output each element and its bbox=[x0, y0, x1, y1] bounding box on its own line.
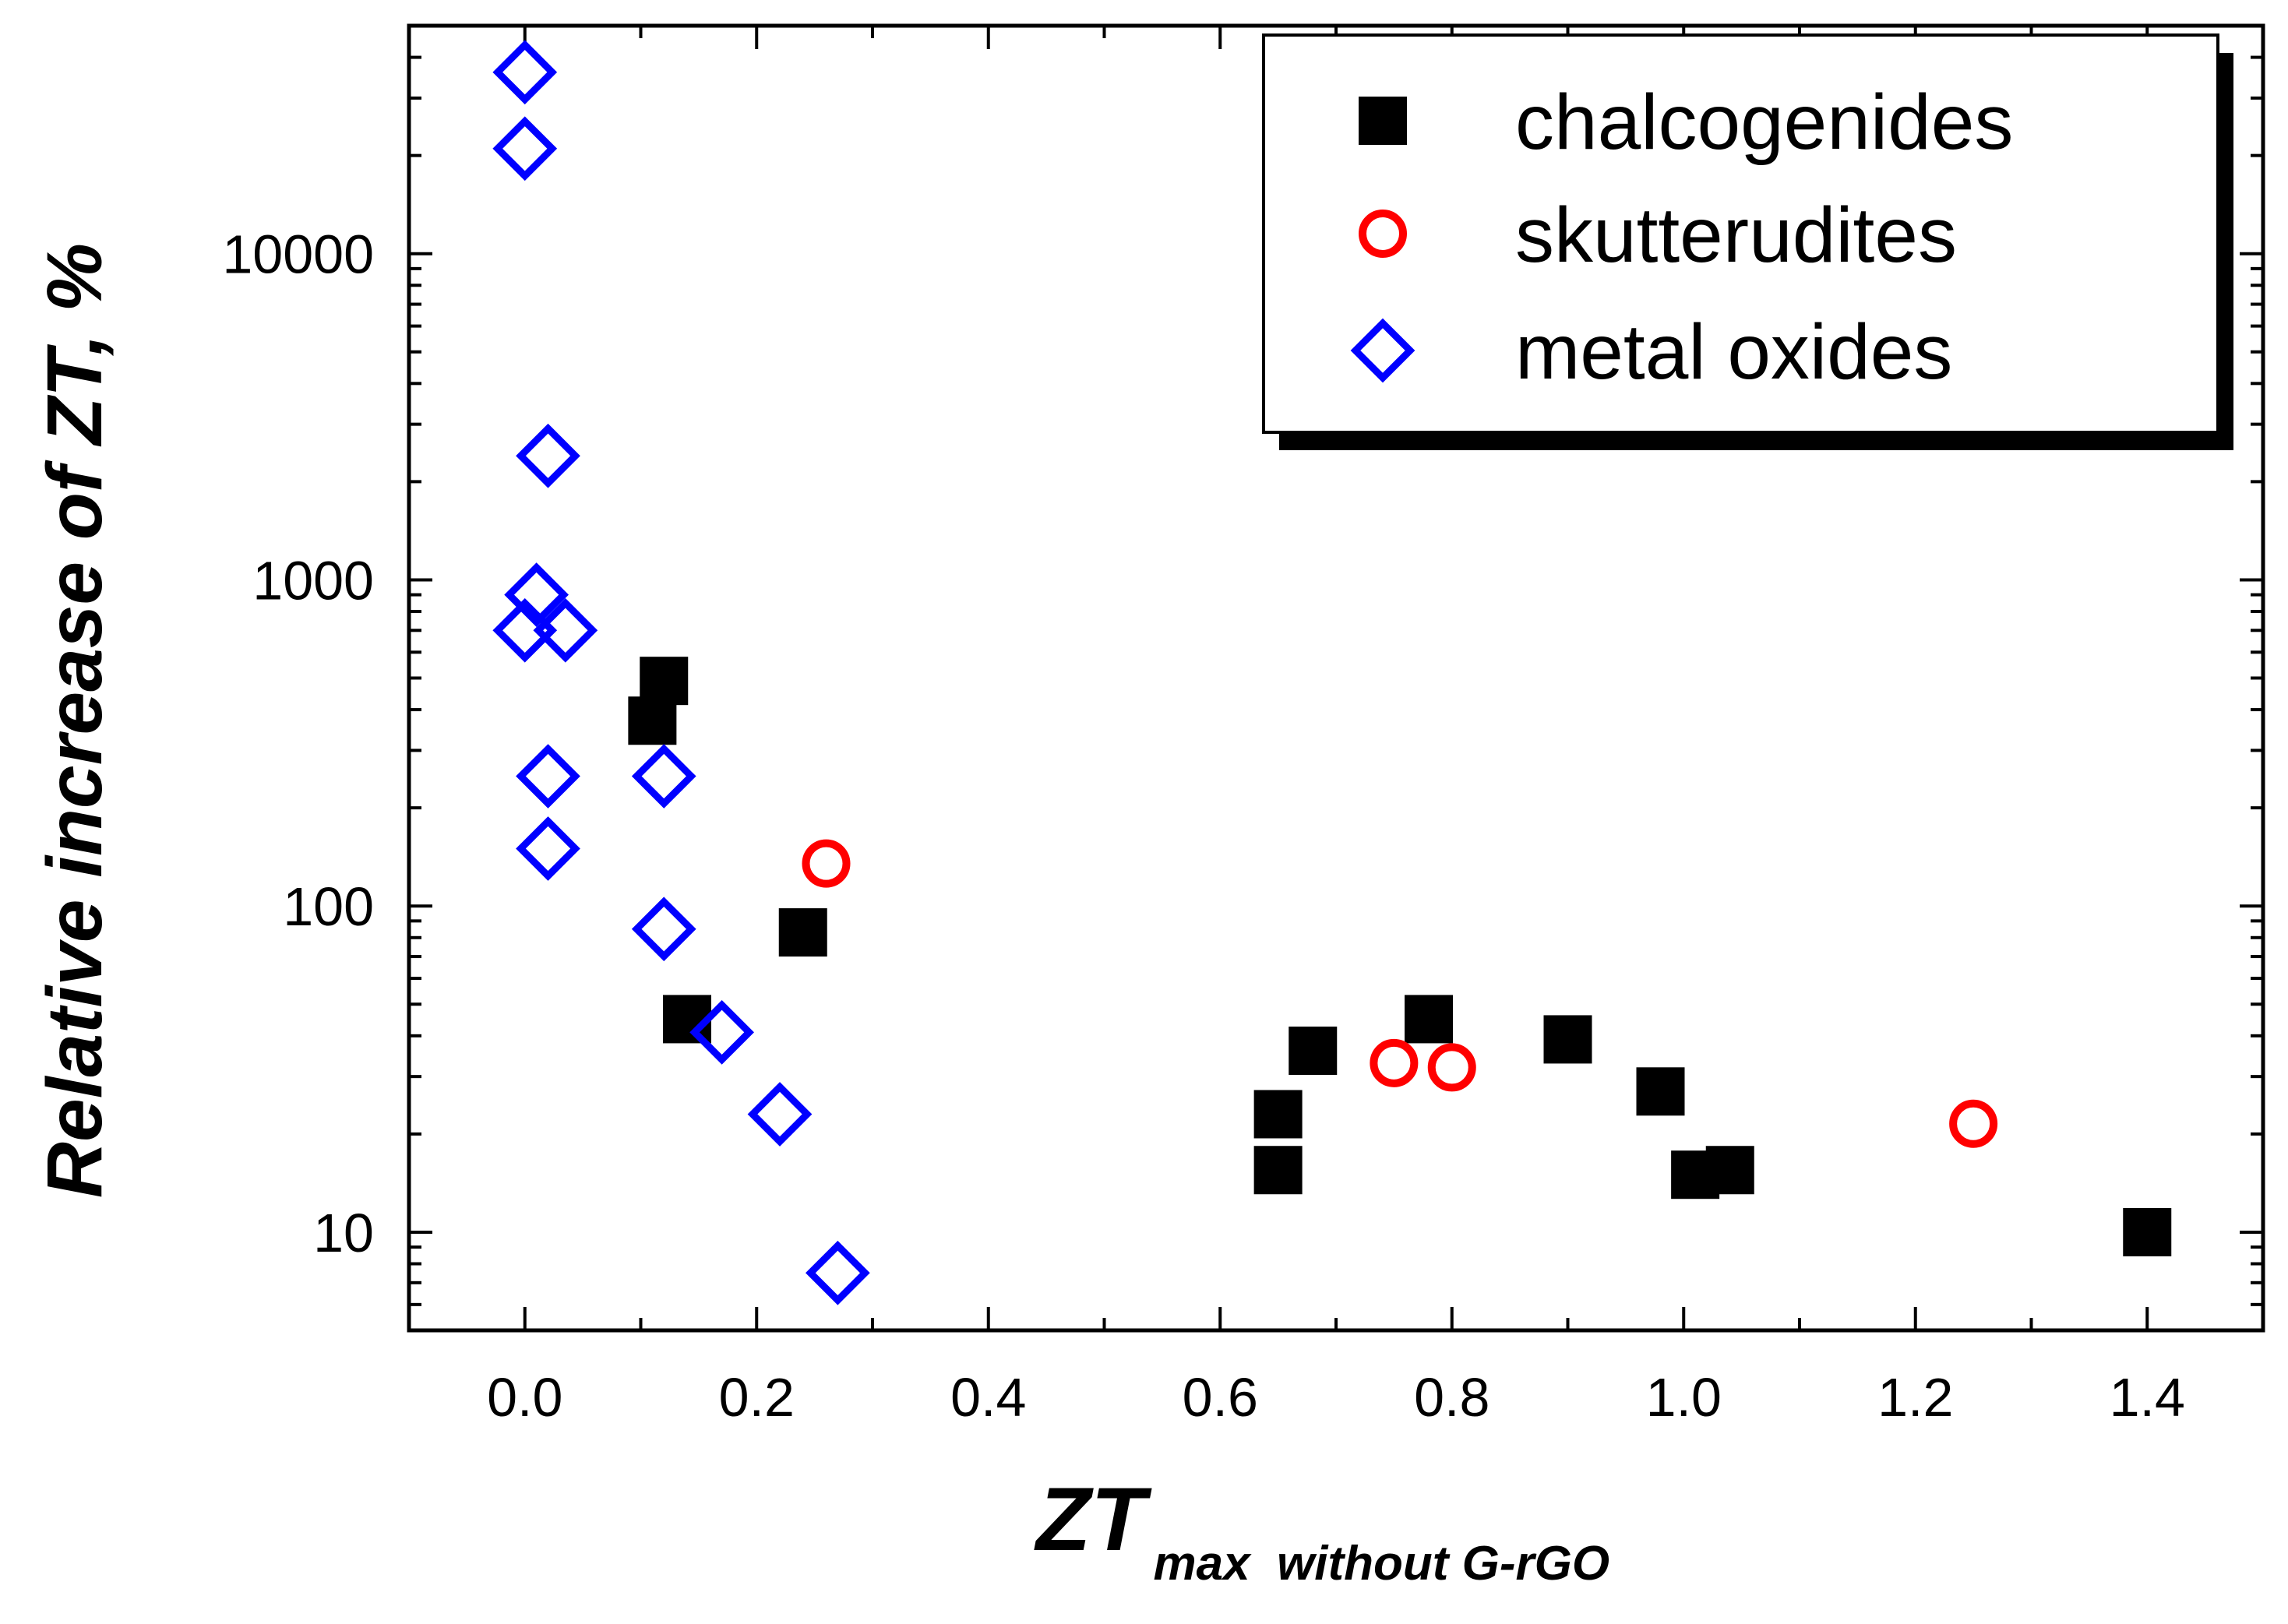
axis-tick-labels: 0.0 0.2 0.4 0.6 0.8 1.0 1.2 1.4 10 100 1000 10000 bbox=[222, 224, 2185, 1428]
legend-label-metal-oxides: metal oxides bbox=[1515, 308, 1952, 396]
metal-oxides-point bbox=[492, 116, 558, 181]
data-markers bbox=[492, 40, 2172, 1305]
metal-oxides-point bbox=[492, 40, 558, 105]
x-tick-label: 0.8 bbox=[1414, 1367, 1489, 1428]
chalcogenides-point bbox=[1705, 1146, 1754, 1195]
metal-oxides-point bbox=[747, 1082, 813, 1147]
metal-oxides-point bbox=[631, 897, 696, 962]
y-axis-title-suffix: , % bbox=[31, 243, 118, 356]
chalcogenides-point bbox=[1253, 1146, 1303, 1195]
chalcogenides-point bbox=[1543, 1015, 1592, 1064]
skutterudites-point bbox=[802, 839, 851, 888]
x-tick-label: 1.2 bbox=[1877, 1367, 1953, 1428]
y-tick-label: 10 bbox=[313, 1203, 374, 1263]
x-tick-label: 0.0 bbox=[487, 1367, 562, 1428]
chalcogenides-point bbox=[778, 908, 827, 957]
legend: chalcogenides skutterudites metal oxides bbox=[1262, 33, 2233, 450]
x-tick-label: 0.2 bbox=[719, 1367, 795, 1428]
metal-oxides-point bbox=[516, 816, 580, 881]
metal-oxides-point bbox=[516, 744, 580, 808]
skutterudites-point bbox=[1370, 1038, 1419, 1087]
y-tick-label: 10000 bbox=[222, 224, 374, 285]
x-tick-label: 0.6 bbox=[1183, 1367, 1258, 1428]
plot-frame bbox=[407, 23, 2265, 1333]
y-axis-title: Relative increase of ZT, % bbox=[31, 243, 118, 1198]
legend-marker-skutterudites bbox=[1359, 210, 1407, 258]
metal-oxides-point bbox=[533, 597, 598, 663]
y-axis-title-zt: ZT bbox=[31, 343, 118, 447]
x-tick-label: 1.0 bbox=[1646, 1367, 1722, 1428]
skutterudites-point bbox=[1949, 1099, 1998, 1148]
legend-box bbox=[1262, 33, 2219, 434]
x-axis-title: ZT max without G-rGO bbox=[1034, 1470, 1609, 1591]
chalcogenides-point bbox=[1289, 1026, 1338, 1075]
x-tick-label: 0.4 bbox=[950, 1367, 1026, 1428]
metal-oxides-point bbox=[689, 999, 754, 1065]
x-axis-title-subscript: max without G-rGO bbox=[1154, 1537, 1610, 1591]
metal-oxides-point bbox=[504, 562, 569, 627]
chalcogenides-point bbox=[1636, 1067, 1685, 1116]
metal-oxides-point bbox=[516, 423, 580, 488]
chalcogenides-point bbox=[1253, 1090, 1303, 1139]
y-tick-label: 1000 bbox=[252, 550, 374, 611]
x-axis-title-main: ZT bbox=[1034, 1470, 1152, 1569]
legend-marker-metal-oxides bbox=[1350, 318, 1415, 383]
legend-label-chalcogenides: chalcogenides bbox=[1515, 79, 2013, 166]
legend-marker-chalcogenides bbox=[1359, 97, 1407, 145]
metal-oxides-point bbox=[806, 1240, 870, 1305]
chalcogenides-point bbox=[2123, 1207, 2172, 1256]
legend-label-skutterudites: skutterudites bbox=[1515, 192, 1957, 279]
y-axis-title-prefix: Relative increase of bbox=[31, 445, 118, 1198]
x-tick-label: 1.4 bbox=[2110, 1367, 2185, 1428]
legend-items: chalcogenides skutterudites metal oxides bbox=[1350, 79, 2013, 396]
chalcogenides-point bbox=[1405, 995, 1453, 1044]
metal-oxides-point bbox=[631, 744, 696, 808]
y-tick-label: 100 bbox=[283, 876, 374, 937]
chalcogenides-point bbox=[640, 657, 689, 706]
skutterudites-point bbox=[1427, 1043, 1476, 1092]
